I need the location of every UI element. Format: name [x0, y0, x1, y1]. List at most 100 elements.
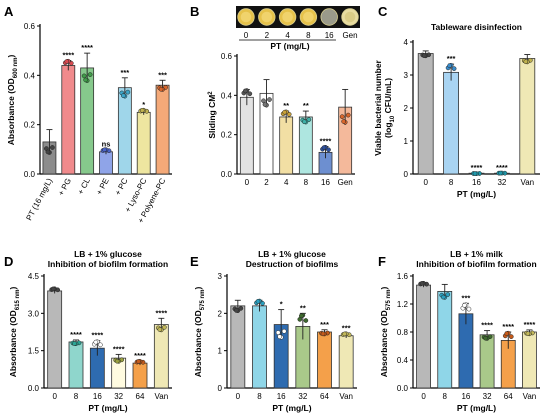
significance-label: **** — [91, 331, 103, 340]
x-tick-label: Van — [339, 392, 353, 401]
bar-8 — [252, 305, 267, 389]
bar-0 — [47, 290, 63, 389]
significance-label: **** — [320, 136, 332, 145]
significance-label: **** — [70, 330, 82, 339]
panel-c: C Tableware disinfection 0 1 2 3 4 Viable bacte… — [373, 4, 540, 199]
x-tick-label: Van — [520, 178, 534, 187]
y-tick-label: 3 — [218, 272, 223, 281]
bar-8 — [437, 290, 453, 389]
y-axis-label: Absorbance (OD600 nm) — [6, 55, 19, 146]
x-tick-label: 16 — [93, 392, 102, 401]
inset-tick-label: Gen — [342, 31, 357, 40]
replicate-dot — [419, 281, 425, 286]
x-tick-label: 16 — [321, 178, 330, 187]
y-tick-label: 1.6 — [397, 272, 409, 281]
replicate-dot — [114, 358, 120, 364]
replicate-dot — [50, 286, 56, 292]
replicate-dot — [275, 330, 281, 335]
x-tick-label: 32 — [483, 392, 492, 401]
bar--pg — [61, 65, 76, 175]
significance-label: *** — [158, 70, 167, 79]
replicate-dot — [286, 111, 292, 117]
swarm-zone — [261, 11, 273, 23]
panel-letter: C — [378, 4, 388, 19]
y-tick-label: 0.6 — [24, 22, 36, 31]
y-tick-label: 0.4 — [24, 71, 36, 80]
significance-label: *** — [447, 54, 456, 63]
significance-label: ** — [303, 101, 309, 110]
replicate-dot — [421, 53, 427, 59]
chart-title: LB + 1% glucose — [74, 249, 142, 259]
significance-label: *** — [462, 293, 471, 302]
chart-title: LB + 1% glucose — [258, 249, 326, 259]
replicate-dot — [462, 302, 467, 308]
x-tick-label: 64 — [136, 392, 145, 401]
bar-0 — [417, 53, 434, 175]
bar--polyene-pc — [155, 84, 170, 175]
replicate-dot — [83, 77, 88, 83]
x-tick-label: 0 — [236, 392, 241, 401]
y-tick-label: 0.0 — [24, 170, 36, 179]
replicate-dot — [447, 63, 452, 69]
y-tick-label: 0.2 — [24, 121, 36, 130]
y-tick-label: 1.5 — [28, 347, 40, 356]
x-tick-label: 8 — [74, 392, 79, 401]
replicate-dot — [247, 91, 253, 97]
bar-8 — [443, 71, 460, 175]
x-tick-label: 32 — [497, 178, 506, 187]
bar-van — [522, 331, 537, 389]
swarm-zone — [240, 11, 252, 23]
x-tick-label: 32 — [298, 392, 307, 401]
x-tick-label: Van — [155, 392, 169, 401]
bar-van — [519, 58, 536, 175]
replicate-dot — [157, 327, 163, 332]
bar-8 — [298, 116, 313, 175]
inset-tick-label: 0 — [244, 31, 249, 40]
chart-subtitle: Destruction of biofilms — [246, 259, 339, 269]
significance-label: *** — [120, 68, 129, 77]
replicate-dot — [81, 73, 87, 79]
replicate-dot — [306, 117, 312, 122]
replicate-dot — [161, 324, 167, 330]
replicate-dot — [341, 119, 347, 124]
inset-tick-label: 8 — [306, 31, 311, 40]
panel-letter: F — [378, 254, 386, 269]
bar--cl — [80, 67, 95, 175]
y-tick-label: 4.5 — [28, 272, 40, 281]
replicate-dot — [102, 147, 107, 153]
replicate-dot — [136, 359, 141, 364]
y-tick-label: 0.6 — [221, 52, 233, 61]
x-tick-label: 0 — [52, 392, 57, 401]
replicate-dot — [233, 308, 239, 313]
replicate-dot — [158, 86, 164, 92]
replicate-dot — [262, 102, 268, 107]
x-axis-label: PT (mg/L) — [457, 403, 496, 413]
y-tick-label: 3 — [404, 71, 409, 80]
y-tick-label: 0.0 — [397, 384, 409, 393]
x-axis-label: PT (mg/L) — [272, 403, 311, 413]
chart-subtitle: Inhibition of biofilm formation — [416, 259, 536, 269]
bar-0 — [416, 284, 431, 389]
bar--lyso-pc — [136, 111, 151, 175]
significance-label: **** — [471, 163, 483, 172]
bar-0 — [239, 96, 254, 175]
replicate-dot — [301, 119, 307, 125]
significance-label: * — [280, 300, 283, 309]
x-tick-label: 16 — [461, 392, 470, 401]
significance-label: ** — [300, 303, 306, 312]
replicate-dot — [345, 112, 351, 118]
chart-title: Tableware disinfection — [431, 22, 522, 32]
y-axis-label: Absorbance (OD575 nm) — [379, 287, 392, 378]
bar-0 — [230, 305, 246, 389]
replicate-dot — [281, 328, 287, 334]
replicate-dot — [97, 342, 103, 348]
y-tick-label: 0.4 — [397, 356, 409, 365]
replicate-dot — [242, 88, 248, 94]
replicate-dot — [125, 89, 131, 95]
x-axis-label: PT (mg/L) — [457, 189, 496, 199]
x-tick-label: 0 — [423, 178, 428, 187]
replicate-dot — [277, 334, 283, 339]
bar-16 — [458, 313, 474, 389]
